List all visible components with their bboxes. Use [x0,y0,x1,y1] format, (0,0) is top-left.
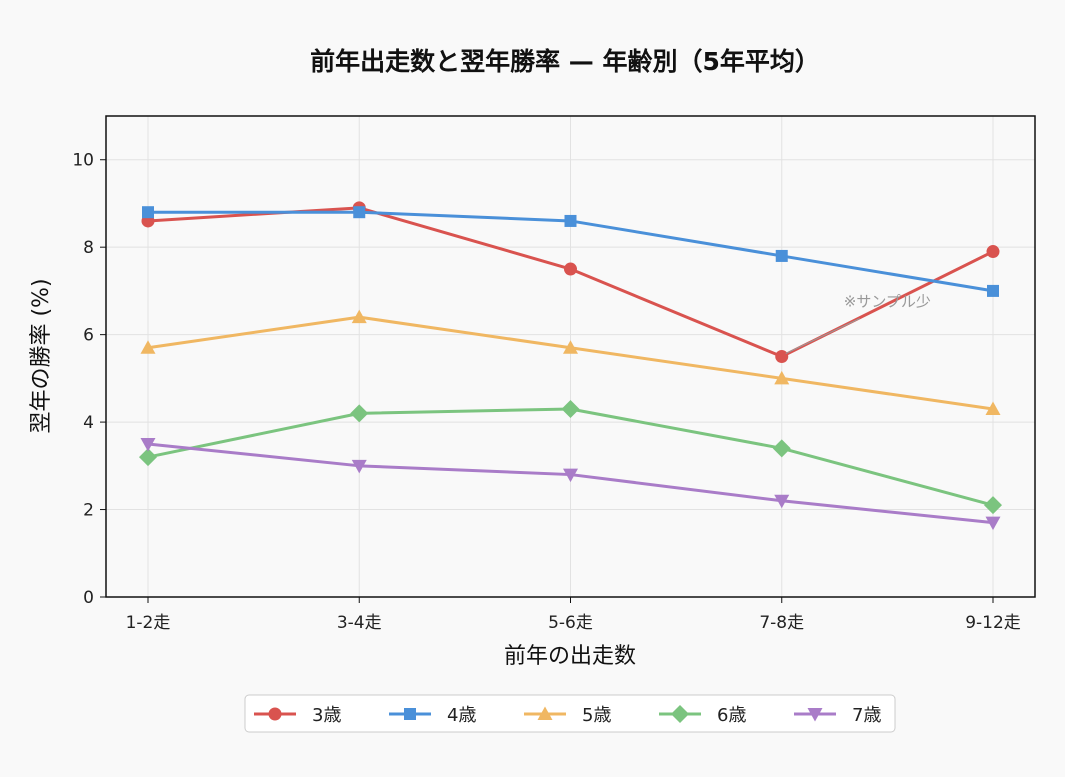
y-axis-ticks: 0 2 4 6 8 10 [72,151,106,608]
data-point [350,404,369,423]
data-point [563,468,578,483]
data-point [775,350,789,363]
legend-label: 7歳 [852,705,881,726]
data-point [775,249,788,262]
annotation-layer: ※サンプル少 [785,293,931,354]
annotation-text: ※サンプル少 [844,293,931,311]
data-point [351,309,367,324]
data-point [351,459,367,474]
series-layer [139,201,1002,531]
legend-label: 4歳 [447,705,476,726]
series-5歳 [140,309,1001,415]
data-point [564,214,577,227]
data-point [563,340,578,354]
series-4歳 [142,206,999,297]
x-tick-label: 5-6走 [548,613,593,633]
y-tick-label: 2 [83,501,94,521]
x-tick-label: 3-4走 [337,613,382,633]
data-point [984,496,1002,515]
data-point [985,401,1001,415]
data-point [774,370,790,385]
legend-label: 3歳 [312,705,341,726]
data-point [986,245,1000,259]
y-tick-label: 0 [83,588,94,608]
x-tick-label: 9-12走 [965,613,1021,633]
data-point [353,206,366,219]
grid [106,116,1035,598]
legend-item-4歳: 4歳 [389,705,476,726]
legend-item-7歳: 7歳 [794,705,881,726]
legend-marker [268,707,282,721]
data-point [987,284,999,297]
annotation-arrow [785,318,860,354]
x-tick-label: 7-8走 [759,613,804,633]
y-tick-label: 8 [83,238,94,258]
y-tick-label: 10 [72,151,94,171]
legend-item-6歳: 6歳 [659,705,746,726]
data-point [564,262,577,276]
legend-marker [404,708,416,720]
data-point [142,206,154,219]
data-point [985,516,1001,531]
x-tick-label: 1-2走 [126,613,171,633]
data-point [561,399,580,418]
y-tick-label: 6 [83,326,94,346]
legend-marker [671,705,689,723]
legend-item-3歳: 3歳 [254,705,341,726]
legend-box [244,694,896,733]
legend-marker [807,708,823,722]
data-point [774,494,790,509]
x-axis-ticks: 1-2走 3-4走 5-6走 7-8走 9-12走 [126,597,1021,633]
legend-label: 5歳 [582,705,611,726]
data-point [140,340,156,354]
data-point [139,448,157,467]
series-7歳 [140,437,1001,531]
chart-title: 前年出走数と翌年勝率 — 年齢別（5年平均） [310,47,820,76]
x-axis-label: 前年の出走数 [504,644,636,669]
legend-items: 3歳 4歳 5歳 6歳 7歳 [254,705,881,726]
data-point [140,437,156,452]
series-6歳 [139,399,1002,515]
y-axis-label: 翌年の勝率 (%) [29,278,54,433]
y-tick-label: 4 [83,413,94,433]
legend-item-5歳: 5歳 [524,705,611,726]
legend-label: 6歳 [717,705,746,726]
legend-marker [537,706,553,720]
data-point [772,439,791,458]
legend: 3歳 4歳 5歳 6歳 7歳 [244,694,896,733]
